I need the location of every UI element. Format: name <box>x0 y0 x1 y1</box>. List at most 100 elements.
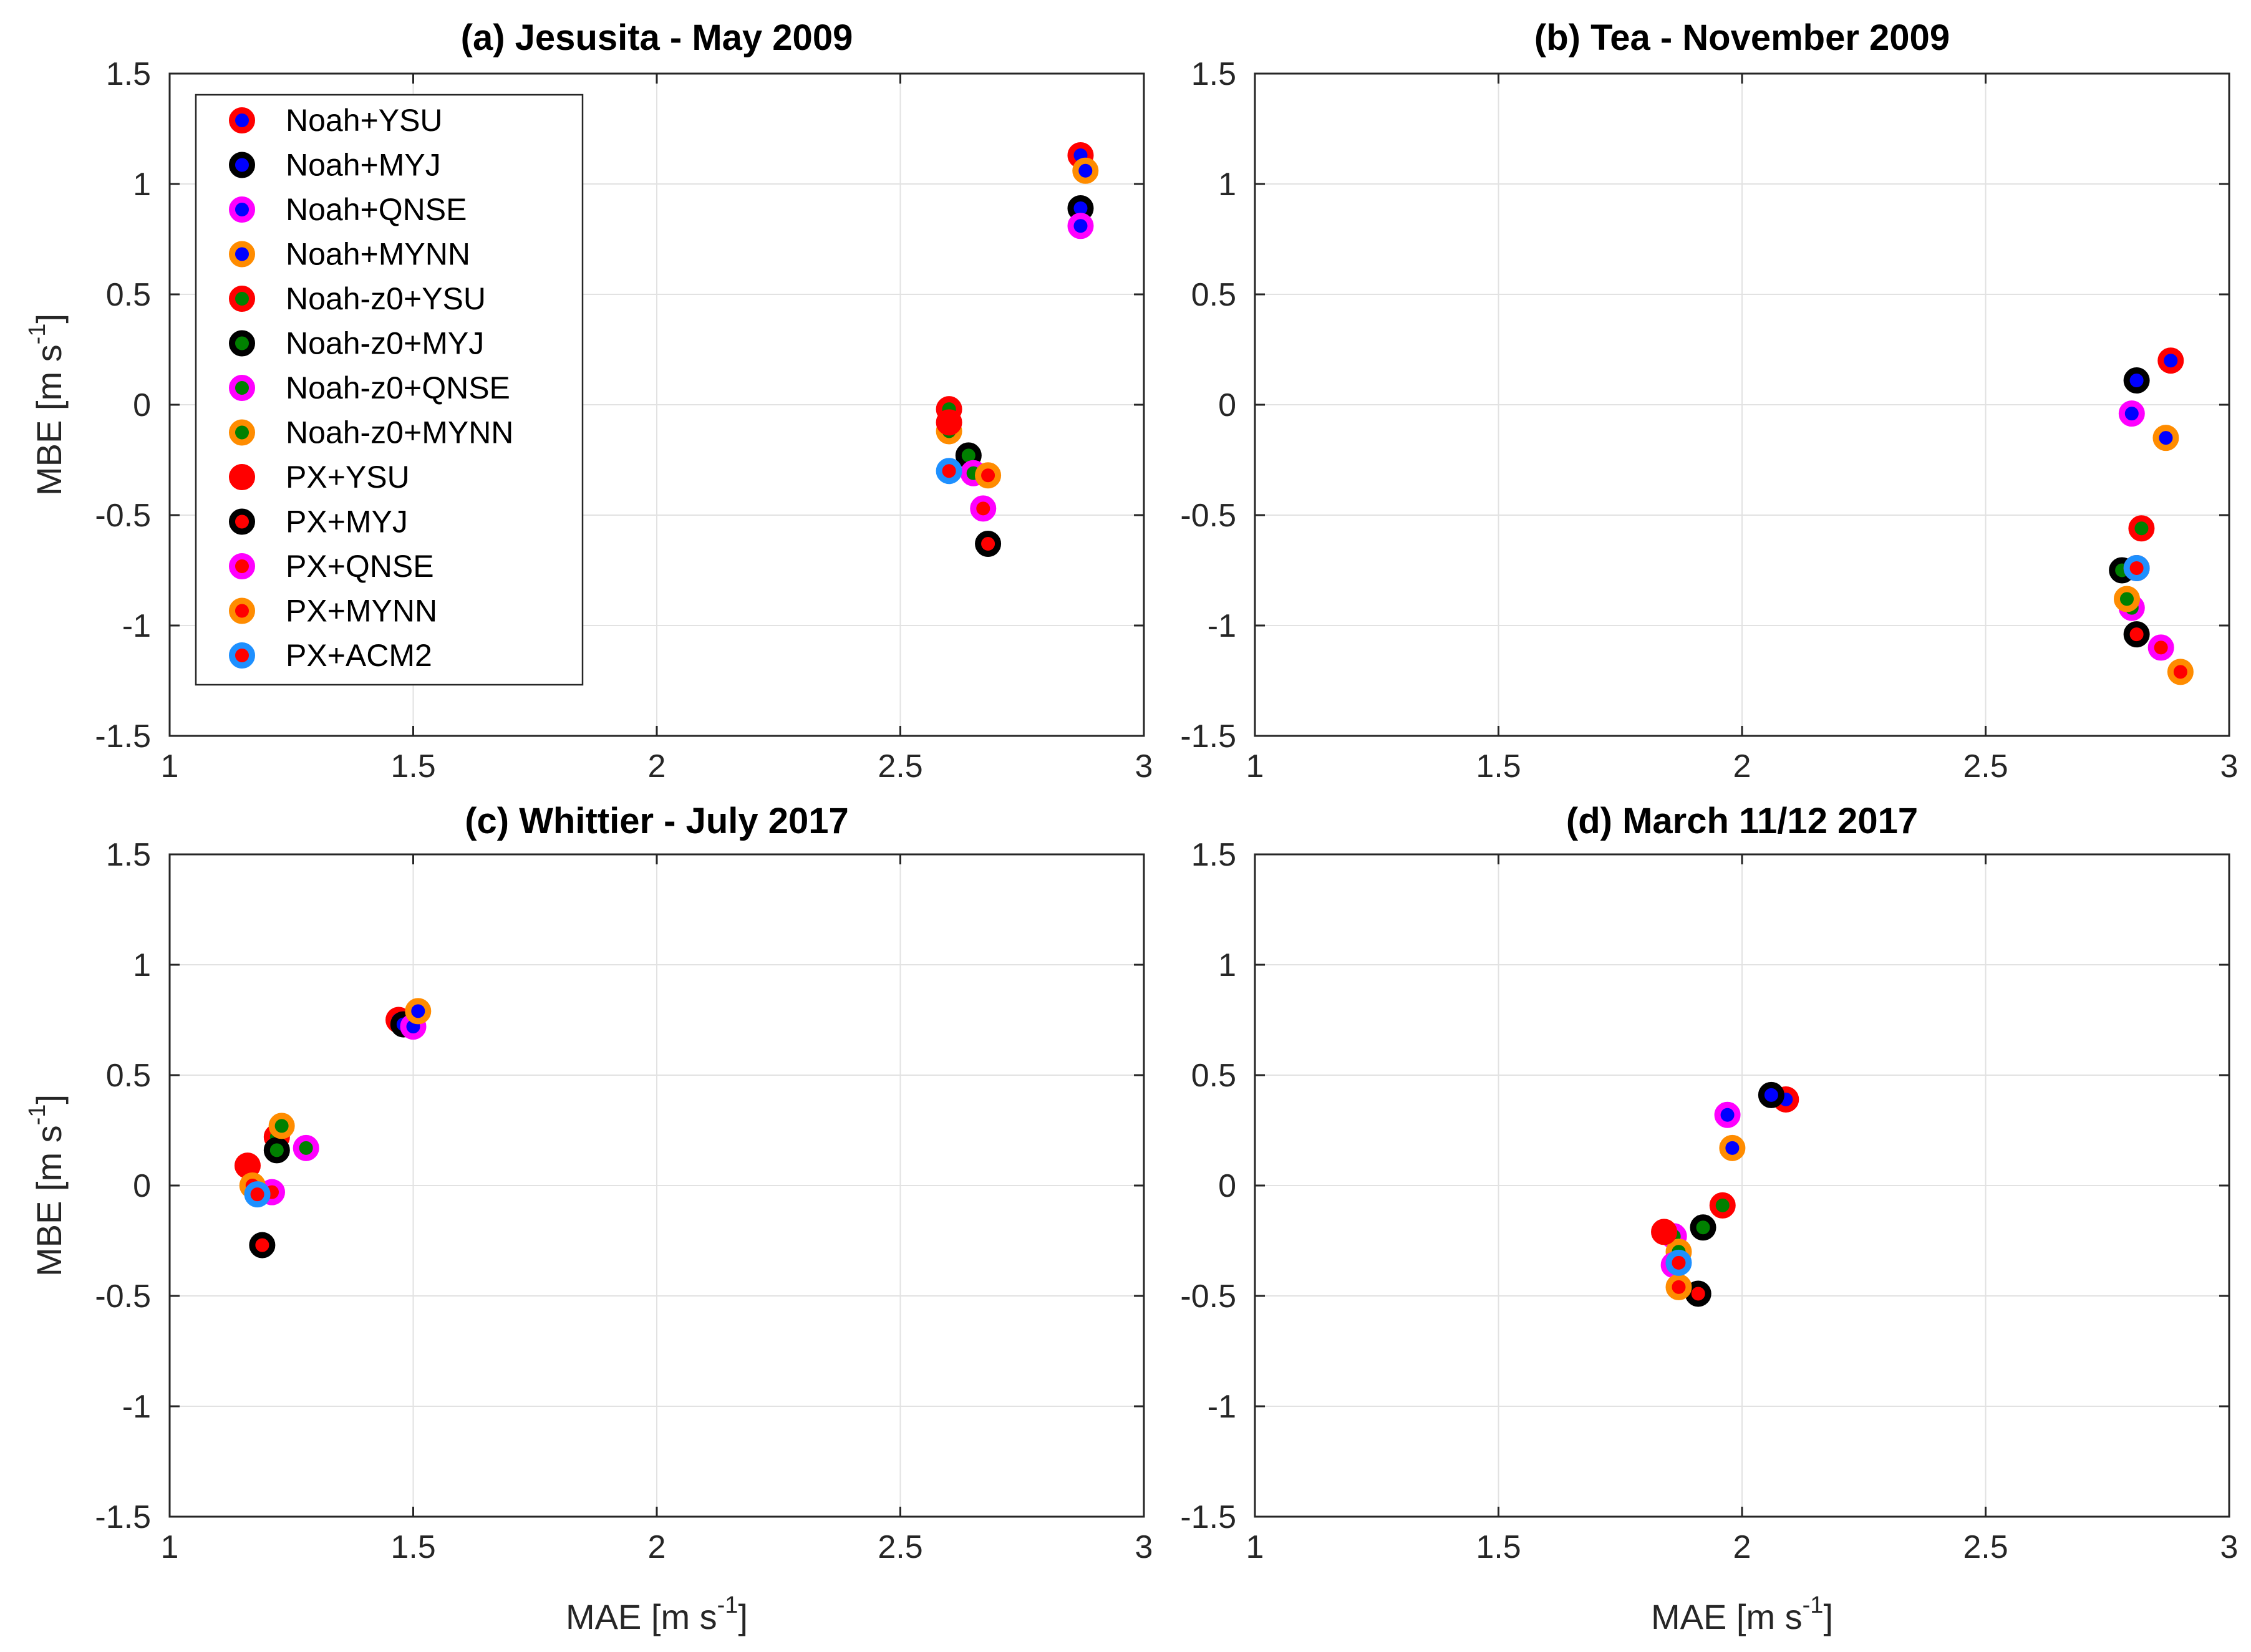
legend-marker-px-mynn <box>229 597 255 624</box>
point-noah-z0-qnse <box>293 1134 319 1161</box>
panel-a-title: (a) Jesusita - May 2009 <box>461 17 853 58</box>
point-px-qnse <box>970 495 997 522</box>
legend-box <box>195 94 584 686</box>
panel-c-xticks: 1 1.5 2 2.5 3 <box>161 854 1153 1565</box>
point-noah-myj <box>1758 1081 1784 1108</box>
panel-a-xtick-label: 1 <box>161 748 179 785</box>
point-noah-z0-myj <box>1690 1214 1716 1241</box>
panel-d-xtick-label: 3 <box>2220 1529 2239 1565</box>
panel-d-ytick-label: 0 <box>1218 1168 1236 1204</box>
legend-marker-noah-myj <box>229 152 255 178</box>
point-px-mynn <box>1665 1273 1692 1300</box>
legend-label-noah-z0-qnse: Noah-z0+QNSE <box>286 370 510 405</box>
legend-label-noah-ysu: Noah+YSU <box>286 103 443 138</box>
panel-c-xtick-label: 2.5 <box>878 1529 922 1565</box>
panel-b-ytick-label: 1.5 <box>1191 56 1236 92</box>
panel-d-ytick-label: -0.5 <box>1180 1278 1236 1315</box>
legend-label-noah-z0-mynn: Noah-z0+MYNN <box>286 415 513 450</box>
panel-c-ytick-label: -1 <box>122 1389 151 1425</box>
legend-label-noah-z0-myj: Noah-z0+MYJ <box>286 326 484 361</box>
legend-label-px-qnse: PX+QNSE <box>286 549 434 584</box>
point-noah-z0-ysu <box>1709 1192 1736 1219</box>
panel-d-xtick-label: 1 <box>1246 1529 1264 1565</box>
panel-c-ytick-label: 1.5 <box>106 837 151 873</box>
panel-b-ytick-label: 1 <box>1218 167 1236 203</box>
legend-entries: Noah+YSU Noah+MYJ Noah+QNSE Noah+MYNN Noah-z… <box>229 103 513 673</box>
legend-label-noah-mynn: Noah+MYNN <box>286 237 470 272</box>
legend-marker-noah-z0-myj <box>229 330 255 357</box>
legend-label-px-acm2: PX+ACM2 <box>286 638 432 673</box>
panel-d-title: (d) March 11/12 2017 <box>1566 801 1918 841</box>
legend-marker-px-acm2 <box>229 642 255 669</box>
panel-c-ytick-label: 1 <box>133 947 151 983</box>
panel-d-ytick-label: -1.5 <box>1180 1499 1236 1535</box>
panel-c-xlabel: MAE [m s-1] <box>566 1592 748 1636</box>
point-px-mynn <box>2167 659 2194 685</box>
panel-c-xtick-label: 1 <box>161 1529 179 1565</box>
point-noah-z0-myj <box>263 1137 290 1164</box>
point-noah-mynn <box>1719 1134 1746 1161</box>
panel-a-ytick-label: -1 <box>122 608 151 644</box>
point-noah-z0-mynn <box>268 1113 295 1139</box>
panel-c-xtick-label: 3 <box>1135 1529 1153 1565</box>
panel-c-xtick-label: 2 <box>648 1529 666 1565</box>
panel-b-xticks: 1 1.5 2 2.5 3 <box>1246 74 2239 785</box>
point-px-acm2 <box>936 458 962 485</box>
point-noah-qnse <box>1067 213 1094 239</box>
panel-c-title: (c) Whittier - July 2017 <box>465 801 849 841</box>
legend-marker-noah-ysu <box>229 107 255 133</box>
panel-d-ytick-label: -1 <box>1208 1389 1236 1425</box>
panel-a-xtick-label: 1.5 <box>390 748 435 785</box>
legend-marker-noah-z0-ysu <box>229 286 255 312</box>
panel-c-ytick-label: 0.5 <box>106 1058 151 1094</box>
panel-d-xlabel: MAE [m s-1] <box>1651 1592 1833 1636</box>
point-noah-qnse <box>1714 1101 1741 1128</box>
panel-d-yticks: -1.5 -1 -0.5 0 0.5 1 1.5 <box>1180 837 2229 1535</box>
panel-b-xtick-label: 3 <box>2220 748 2239 785</box>
panel-d-points <box>1651 1081 1799 1307</box>
point-noah-mynn <box>1072 157 1099 184</box>
panel-b-xtick-label: 2.5 <box>1963 748 2008 785</box>
point-noah-ysu <box>2157 347 2184 374</box>
panel-a-xtick-label: 2.5 <box>878 748 922 785</box>
panel-c-ytick-label: -0.5 <box>95 1278 151 1315</box>
panel-d-ytick-label: 1 <box>1218 947 1236 983</box>
point-px-acm2 <box>244 1181 271 1208</box>
panel-c-xtick-label: 1.5 <box>390 1529 435 1565</box>
panel-a-points <box>936 142 1099 558</box>
panel-b-title: (b) Tea - November 2009 <box>1534 17 1950 58</box>
panel-a-ytick-label: 0.5 <box>106 277 151 313</box>
panel-b: -1.5 -1 -0.5 0 0.5 1 1.5 1 1.5 2 2.5 3 (b) Tea - N… <box>1180 17 2238 785</box>
legend-marker-px-qnse <box>229 553 255 579</box>
panel-b-points <box>2109 347 2194 685</box>
legend-marker-noah-mynn <box>229 241 255 268</box>
panel-b-xtick-label: 2 <box>1733 748 1751 785</box>
panel-a-xticks: 1 1.5 2 2.5 3 <box>161 74 1153 785</box>
panel-b-yticks: -1.5 -1 -0.5 0 0.5 1 1.5 <box>1180 56 2229 755</box>
panel-c-points <box>234 998 432 1258</box>
point-noah-mynn <box>2152 425 2179 452</box>
point-noah-z0-ysu <box>2128 515 2155 542</box>
panel-c-ylabel: MBE [m s-1] <box>24 1094 69 1277</box>
panel-a-ytick-label: -1.5 <box>95 718 151 755</box>
point-noah-myj <box>2123 367 2150 394</box>
panel-d-xtick-label: 2.5 <box>1963 1529 2008 1565</box>
panel-a-ytick-label: 1 <box>133 167 151 203</box>
legend-label-noah-qnse: Noah+QNSE <box>286 192 467 227</box>
panel-b-ytick-label: 0 <box>1218 387 1236 423</box>
legend-marker-noah-z0-mynn <box>229 419 255 446</box>
point-noah-z0-mynn <box>2113 586 2140 612</box>
legend-label-px-myj: PX+MYJ <box>286 505 408 539</box>
panel-d: -1.5 -1 -0.5 0 0.5 1 1.5 1 1.5 2 2.5 3 (d) March 1… <box>1180 801 2238 1636</box>
legend-label-px-mynn: PX+MYNN <box>286 594 437 629</box>
point-noah-qnse <box>2118 400 2145 427</box>
legend-marker-px-myj <box>229 508 255 535</box>
panel-b-xtick-label: 1 <box>1246 748 1264 785</box>
panel-c-ytick-label: 0 <box>133 1168 151 1204</box>
point-px-myj <box>2123 621 2150 648</box>
panel-a-xtick-label: 2 <box>648 748 666 785</box>
legend-marker-noah-z0-qnse <box>229 375 255 401</box>
panel-a-ytick-label: 0 <box>133 387 151 423</box>
panel-b-ytick-label: -1 <box>1208 608 1236 644</box>
